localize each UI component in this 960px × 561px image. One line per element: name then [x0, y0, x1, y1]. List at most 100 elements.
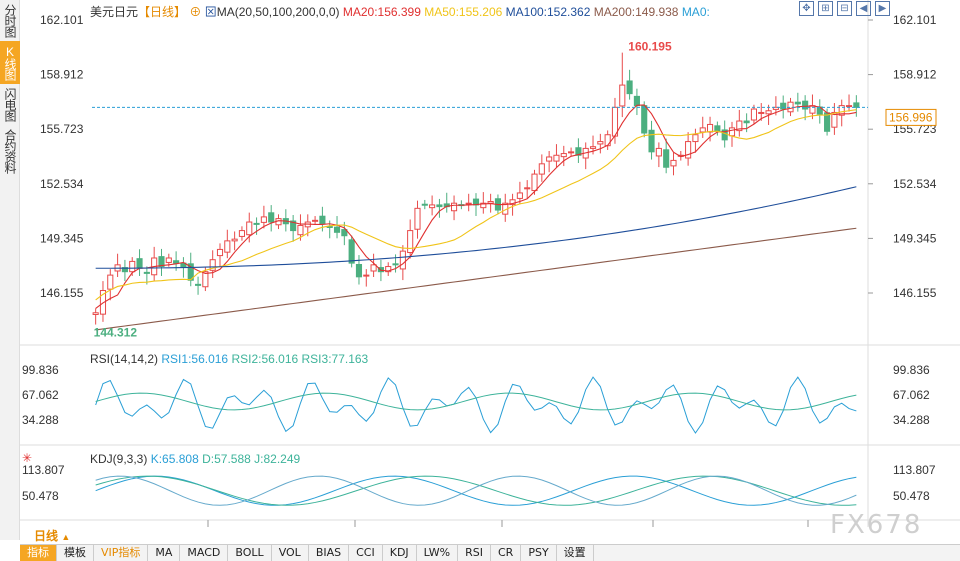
candle-body: [772, 106, 779, 110]
candle-body: [538, 163, 545, 175]
candle-body: [209, 259, 216, 271]
sidebar-tab-2[interactable]: 闪电图: [3, 88, 17, 121]
bottom-tab-7[interactable]: BIAS: [309, 545, 350, 561]
watermark: FX678: [830, 510, 923, 540]
kdj-tick-left: 50.478: [22, 489, 59, 503]
candle-body: [524, 187, 531, 190]
kdj-line-0: [95, 475, 857, 506]
candle-body: [421, 203, 428, 206]
chart-tools: ✥ ⊞ ⊟ ◀ ▶: [799, 1, 890, 16]
bottom-tab-2[interactable]: VIP指标: [94, 545, 149, 561]
current-price-label: 156.996: [889, 110, 933, 124]
bottom-tab-1[interactable]: 模板: [57, 545, 94, 561]
candle-body: [246, 221, 253, 236]
candle-body: [509, 199, 516, 206]
candle-body: [838, 105, 845, 116]
rsi-legend: RSI(14,14,2) RSI1:56.016 RSI2:56.016 RSI…: [90, 352, 368, 366]
candle-body: [363, 274, 370, 277]
bottom-tab-6[interactable]: VOL: [272, 545, 309, 561]
candle-body: [231, 238, 238, 242]
candle-body: [750, 108, 758, 121]
rsi-tick-left: 99.836: [22, 363, 59, 377]
bottom-tab-8[interactable]: CCI: [349, 545, 383, 561]
ma0-value: MA0:: [681, 5, 710, 19]
candle-body: [780, 102, 787, 110]
sidebar-tab-3[interactable]: 合约资料: [3, 129, 17, 173]
candle-body: [714, 125, 721, 132]
kdj-line-2: [95, 475, 857, 506]
candle-body: [392, 263, 399, 266]
settings-icon[interactable]: ✳: [22, 451, 33, 465]
candle-body: [370, 264, 377, 272]
period-button-label: 日线: [34, 529, 59, 543]
bottom-tab-11[interactable]: RSI: [458, 545, 491, 561]
candle-body: [399, 250, 406, 270]
candle-body: [216, 248, 224, 257]
bottom-tab-5[interactable]: BOLL: [228, 545, 272, 561]
bottom-tab-0[interactable]: 指标: [20, 545, 57, 561]
bottom-tab-13[interactable]: PSY: [521, 545, 557, 561]
candle-body: [158, 256, 165, 268]
indicator-toolbar: 指标 模板 VIP指标 MA MACD BOLL VOL BIAS CCI KDJ LW% RSI CR…: [20, 544, 960, 561]
candle-body: [92, 312, 99, 315]
right-arrow-icon[interactable]: ▶: [875, 1, 890, 16]
candle-body: [575, 147, 582, 156]
candle-body: [802, 100, 809, 110]
period-button[interactable]: 日线 ▲: [20, 527, 92, 544]
lock-icon[interactable]: ⊕: [189, 5, 202, 19]
kdj-j-value: J:82.249: [254, 452, 301, 466]
candle-body: [589, 146, 597, 149]
candle-body: [385, 266, 392, 273]
bottom-tab-12[interactable]: CR: [491, 545, 522, 561]
sidebar-tab-1[interactable]: K线图: [0, 41, 20, 84]
symbol-name: 美元日元: [90, 5, 139, 19]
candle-body: [348, 239, 355, 264]
candle-body: [414, 207, 421, 230]
candle-body: [290, 220, 297, 232]
candle-body: [655, 147, 662, 157]
candle-body: [319, 215, 326, 225]
candle-body: [450, 202, 458, 212]
candle-body: [173, 260, 180, 264]
crosshair-icon[interactable]: ✥: [799, 1, 814, 16]
candle-body: [480, 202, 487, 209]
candle-body: [831, 111, 838, 128]
rsi-tick-left: 34.288: [22, 413, 59, 427]
left-arrow-icon[interactable]: ◀: [856, 1, 871, 16]
bottom-tab-9[interactable]: KDJ: [383, 545, 417, 561]
candle-body: [312, 219, 319, 222]
kdj-title: KDJ(9,3,3): [90, 452, 148, 466]
ma100-value: MA100:152.362: [505, 5, 591, 19]
left-sidebar: 分时图 K线图闪电图合约资料: [0, 0, 20, 540]
chart-type-icon[interactable]: ⊠: [204, 5, 217, 19]
zoom-in-icon[interactable]: ⊞: [818, 1, 833, 16]
candle-body: [641, 105, 648, 134]
price-tick-left: 149.345: [40, 231, 84, 245]
candle-body: [326, 225, 333, 228]
high-marker: 160.195: [628, 40, 672, 54]
caret-up-icon: ▲: [61, 532, 71, 542]
rsi3-line: [95, 392, 857, 411]
rsi3-value: RSI3:77.163: [301, 352, 369, 366]
bottom-tab-3[interactable]: MA: [148, 545, 181, 561]
chart-header: 美元日元【日线】 ⊕ ⊠MA(20,50,100,200,0,0) MA20:1…: [90, 3, 710, 20]
ma20-value: MA20:156.399: [342, 5, 421, 19]
bottom-tab-4[interactable]: MACD: [180, 545, 229, 561]
bottom-tab-14[interactable]: 设置: [557, 545, 594, 561]
candle-body: [268, 212, 275, 223]
period-tag[interactable]: 【日线】: [138, 5, 187, 19]
low-marker: 144.312: [94, 326, 138, 340]
candle-body: [604, 134, 611, 147]
bottom-tab-10[interactable]: LW%: [417, 545, 459, 561]
price-tick-left: 162.101: [40, 13, 84, 27]
rsi-tick-right: 67.062: [893, 388, 930, 402]
kdj-k-value: K:65.808: [150, 452, 199, 466]
candle-body: [553, 154, 560, 162]
zoom-out-icon[interactable]: ⊟: [837, 1, 852, 16]
candle-body: [663, 149, 670, 168]
candle-body: [180, 262, 187, 268]
candle-body: [260, 216, 267, 223]
ma-label[interactable]: MA(20,50,100,200,0,0): [216, 5, 340, 19]
sidebar-tab-0[interactable]: 分时图: [3, 4, 17, 37]
